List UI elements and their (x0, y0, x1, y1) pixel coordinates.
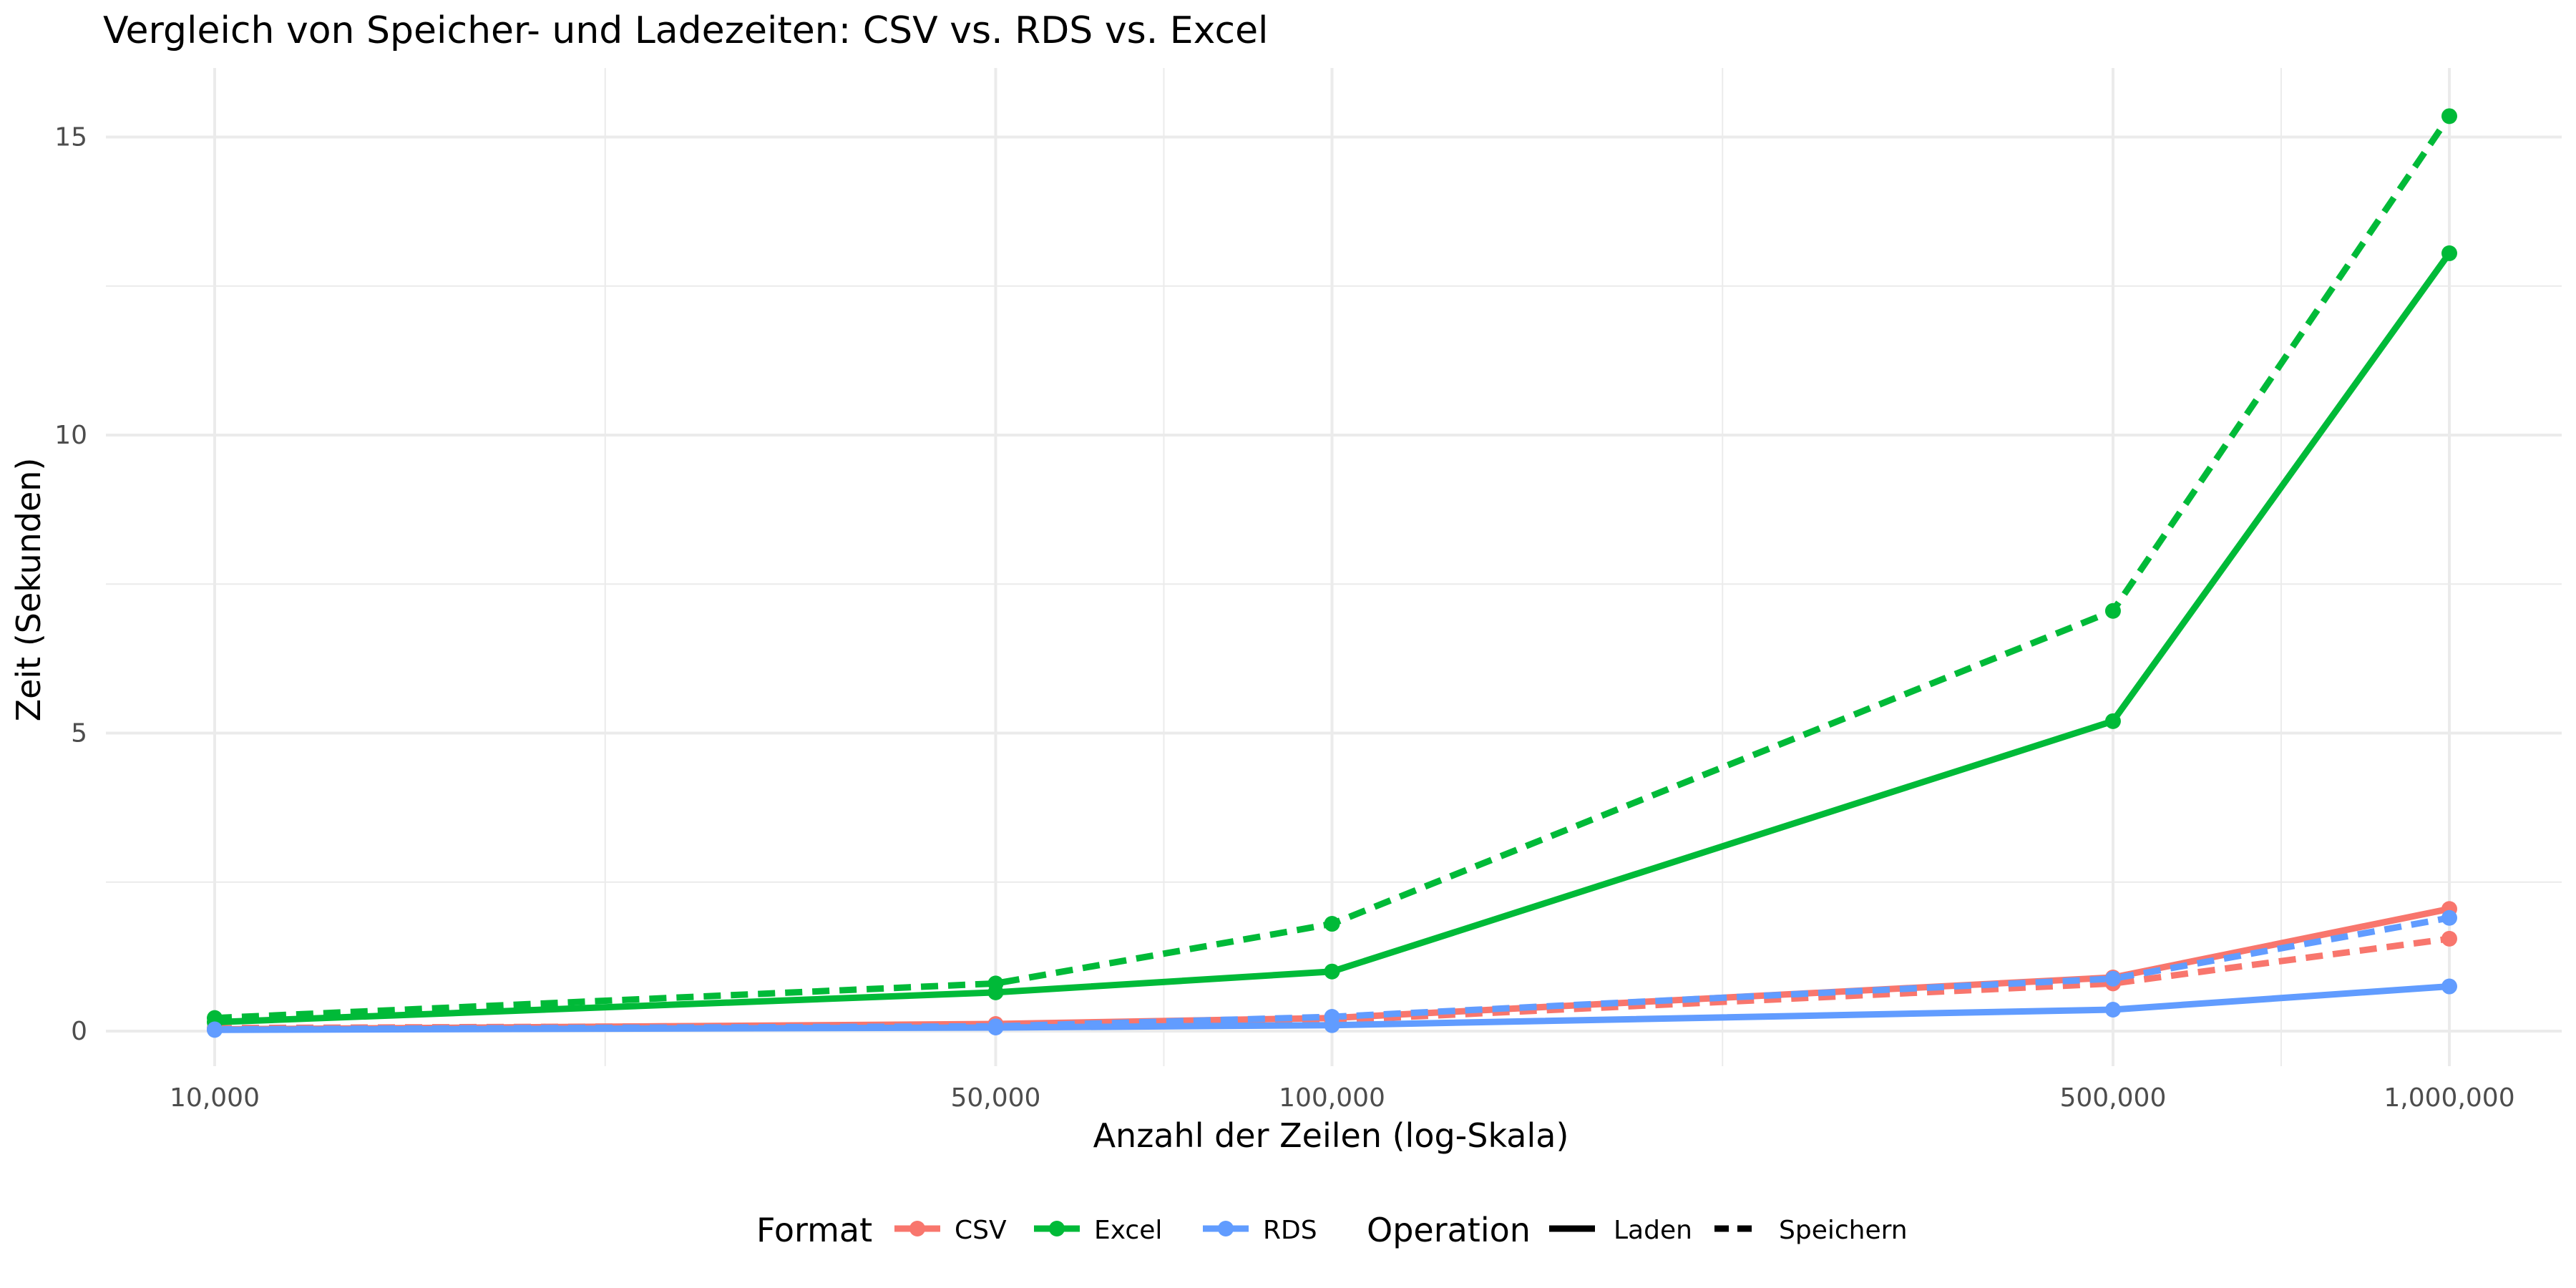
data-point-rds-laden (2441, 978, 2457, 995)
data-point-excel-speichern (2441, 108, 2457, 125)
data-point-excel-speichern (2104, 602, 2121, 619)
legend-label-speichern: Speichern (1779, 1216, 1908, 1245)
major-gridlines (106, 68, 2562, 1066)
data-point-excel-laden (2104, 713, 2121, 729)
legend-label-laden: Laden (1614, 1216, 1692, 1245)
data-point-rds-speichern (207, 1021, 223, 1038)
data-point-rds-speichern (987, 1018, 1004, 1035)
legend-operation-title: Operation (1367, 1211, 1531, 1249)
legend-format-items: CSV Excel RDS (894, 1216, 1317, 1245)
series-points (207, 108, 2457, 1038)
x-tick-label: 50,000 (950, 1083, 1040, 1113)
y-axis-label: Zeit (Sekunden) (9, 458, 48, 722)
legend-operation-items: Laden Speichern (1549, 1216, 1908, 1245)
data-point-excel-speichern (1324, 916, 1340, 932)
x-axis-ticks: 10,000 50,000 100,000 500,000 1,000,000 (170, 1083, 2515, 1113)
y-axis-ticks: 0 5 10 15 (54, 123, 87, 1047)
data-point-csv-speichern (2441, 930, 2457, 947)
data-point-rds-speichern (2104, 970, 2121, 987)
legend: Format CSV Excel RDS Operation Laden Speich… (756, 1211, 1908, 1249)
legend-label-csv: CSV (955, 1216, 1007, 1245)
data-point-excel-laden (2441, 245, 2457, 261)
data-point-excel-laden (1324, 963, 1340, 980)
x-tick-label: 500,000 (2060, 1083, 2167, 1113)
chart-title: Vergleich von Speicher- und Ladezeiten: … (103, 9, 1269, 52)
legend-key-point-csv (909, 1221, 925, 1236)
data-point-rds-speichern (2441, 909, 2457, 926)
x-tick-label: 1,000,000 (2384, 1083, 2514, 1113)
x-axis-label: Anzahl der Zeilen (log-Skala) (1093, 1116, 1569, 1155)
data-point-excel-speichern (207, 1010, 223, 1026)
y-tick-label: 5 (71, 719, 87, 748)
legend-key-point-rds (1218, 1221, 1234, 1236)
legend-label-excel: Excel (1094, 1216, 1162, 1245)
legend-key-point-excel (1049, 1221, 1065, 1236)
data-point-rds-speichern (1324, 1009, 1340, 1025)
data-point-excel-speichern (987, 975, 1004, 992)
x-tick-label: 100,000 (1279, 1083, 1385, 1113)
data-point-rds-laden (2104, 1002, 2121, 1018)
minor-gridlines (106, 68, 2562, 1066)
legend-format-title: Format (756, 1211, 872, 1249)
x-tick-label: 10,000 (170, 1083, 260, 1113)
y-tick-label: 15 (54, 123, 87, 152)
y-tick-label: 10 (54, 421, 87, 450)
legend-label-rds: RDS (1263, 1216, 1317, 1245)
y-tick-label: 0 (71, 1017, 87, 1046)
